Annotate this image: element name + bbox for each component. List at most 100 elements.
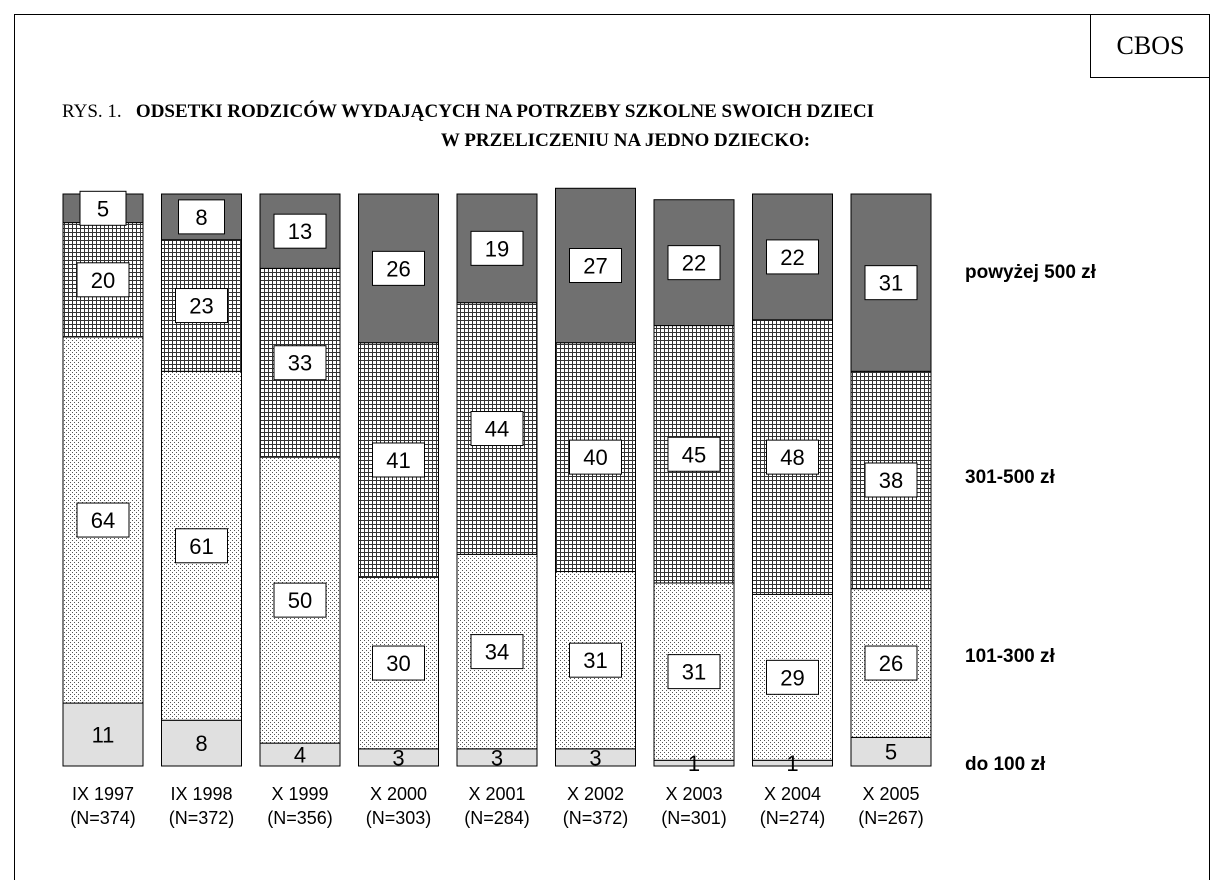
data-label-2-9: 26	[864, 645, 918, 681]
data-label-text: 34	[485, 640, 509, 665]
data-label-box	[79, 190, 127, 226]
data-label-2-4: 30	[372, 645, 425, 681]
data-label-text: 3	[589, 745, 601, 770]
data-label-box	[766, 239, 819, 275]
data-label-text: 64	[91, 508, 115, 533]
data-label-box	[766, 439, 819, 475]
title-line-2: W PRZELICZENIU NA JEDNO DZIECKO:	[0, 130, 1211, 152]
data-label-text: 22	[682, 251, 706, 276]
x-tick-label: X 2003	[665, 784, 722, 804]
x-tick-note: (N=284)	[464, 808, 530, 828]
data-label-text: 5	[885, 740, 897, 765]
data-label-3-7: 45	[667, 436, 721, 472]
data-label-box	[273, 213, 327, 249]
data-label-text: 31	[583, 648, 607, 673]
figure-number: RYS. 1.	[62, 101, 122, 122]
x-tick-label: IX 1998	[170, 784, 232, 804]
data-label-box	[864, 265, 918, 301]
data-label-3-4: 41	[372, 442, 425, 478]
data-label-box	[667, 245, 721, 281]
legend-label-4: powyżej 500 zł	[965, 262, 1097, 283]
data-label-3-8: 48	[766, 439, 819, 475]
data-label-box	[667, 436, 721, 472]
x-tick-note: (N=372)	[563, 808, 629, 828]
x-tick-label: X 2002	[567, 784, 624, 804]
data-label-box	[667, 654, 721, 690]
x-tick-note: (N=356)	[267, 808, 333, 828]
chart-frame	[14, 14, 1210, 880]
data-label-box	[864, 645, 918, 681]
x-tick-note: (N=301)	[661, 808, 727, 828]
x-tick-label: X 2000	[370, 784, 427, 804]
data-label-text: 3	[392, 745, 404, 770]
data-label-text: 61	[189, 534, 213, 559]
data-label-text: 31	[682, 660, 706, 685]
data-label-3-2: 23	[175, 288, 228, 324]
data-label-4-6: 27	[569, 248, 622, 283]
data-label-2-6: 31	[569, 642, 622, 678]
data-label-text: 26	[386, 256, 410, 281]
data-label-4-3: 13	[273, 213, 327, 249]
data-label-2-8: 29	[766, 659, 819, 695]
x-tick-note: (N=267)	[858, 808, 924, 828]
data-label-4-5: 19	[470, 230, 524, 266]
data-label-text: 30	[386, 651, 410, 676]
data-label-text: 8	[195, 731, 207, 756]
data-label-text: 20	[91, 268, 115, 293]
data-label-text: 4	[294, 743, 306, 768]
data-label-3-9: 38	[864, 462, 918, 498]
x-tick-label: X 2004	[764, 784, 821, 804]
data-label-box	[372, 250, 425, 286]
data-label-box	[569, 248, 622, 283]
data-label-box	[273, 345, 327, 381]
legend-label-2: 101-300 zł	[965, 646, 1056, 667]
data-label-4-9: 31	[864, 265, 918, 301]
data-label-box	[175, 288, 228, 324]
data-label-4-1: 5	[79, 190, 127, 226]
data-label-1-3: 4	[294, 743, 306, 768]
data-label-1-6: 3	[589, 745, 601, 770]
data-label-2-2: 61	[175, 528, 228, 564]
data-label-2-7: 31	[667, 654, 721, 690]
data-label-text: 41	[386, 448, 410, 473]
data-label-box	[175, 528, 228, 564]
source-label: CBOS	[1090, 14, 1210, 78]
data-label-text: 26	[879, 651, 903, 676]
data-label-text: 19	[485, 236, 509, 261]
data-label-text: 44	[485, 417, 509, 442]
data-label-box	[569, 439, 622, 475]
legend-label-1: do 100 zł	[965, 754, 1046, 775]
data-label-4-8: 22	[766, 239, 819, 275]
data-label-text: 1	[688, 751, 700, 776]
title-line-2-text: W PRZELICZENIU NA JEDNO DZIECKO:	[440, 130, 811, 151]
data-label-text: 23	[189, 294, 213, 319]
data-label-3-5: 44	[470, 411, 524, 447]
x-tick-label: X 2001	[468, 784, 525, 804]
data-label-box	[76, 262, 130, 298]
title-line-1: ODSETKI RODZICÓW WYDAJĄCYCH NA POTRZEBY …	[135, 101, 875, 122]
data-label-2-3: 50	[273, 582, 327, 618]
data-label-text: 3	[491, 745, 503, 770]
data-label-box	[273, 582, 327, 618]
data-label-box	[864, 462, 918, 498]
data-label-4-4: 26	[372, 250, 425, 286]
data-label-box	[470, 411, 524, 447]
data-label-2-5: 34	[470, 634, 524, 670]
data-label-1-2: 8	[195, 731, 207, 756]
data-label-2-1: 64	[76, 502, 130, 538]
bar-segment-1-9	[850, 736, 932, 767]
x-tick-label: X 1999	[271, 784, 328, 804]
data-label-text: 5	[97, 196, 109, 221]
x-tick-label: IX 1997	[72, 784, 134, 804]
data-label-text: 11	[92, 723, 115, 748]
data-label-1-9: 5	[885, 740, 897, 765]
x-tick-note: (N=274)	[760, 808, 826, 828]
data-label-3-6: 40	[569, 439, 622, 475]
legend-label-3: 301-500 zł	[965, 467, 1056, 488]
x-tick-note: (N=374)	[70, 808, 136, 828]
data-label-text: 8	[195, 205, 207, 230]
bar-segment-2-3	[259, 456, 341, 744]
data-label-4-7: 22	[667, 245, 721, 281]
data-label-text: 27	[583, 254, 607, 279]
